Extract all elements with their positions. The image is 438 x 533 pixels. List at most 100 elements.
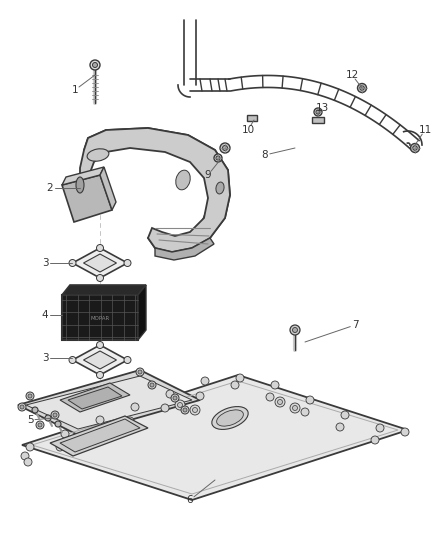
Circle shape <box>214 154 222 162</box>
Ellipse shape <box>76 177 84 193</box>
Text: 9: 9 <box>205 170 211 180</box>
Circle shape <box>413 146 417 150</box>
Circle shape <box>181 406 189 414</box>
Circle shape <box>201 377 209 385</box>
Circle shape <box>38 423 42 427</box>
Ellipse shape <box>216 182 224 194</box>
Circle shape <box>360 86 364 90</box>
Text: 11: 11 <box>418 125 431 135</box>
Polygon shape <box>80 128 230 252</box>
Circle shape <box>316 110 320 114</box>
Circle shape <box>290 325 300 335</box>
Text: 1: 1 <box>72 85 78 95</box>
Circle shape <box>53 413 57 417</box>
Circle shape <box>124 260 131 266</box>
Text: MOPAR: MOPAR <box>90 316 110 320</box>
Circle shape <box>175 400 185 410</box>
Circle shape <box>293 406 297 410</box>
Circle shape <box>136 368 144 376</box>
Circle shape <box>161 404 169 412</box>
Circle shape <box>306 396 314 404</box>
Circle shape <box>56 443 64 451</box>
Circle shape <box>90 60 100 70</box>
Polygon shape <box>84 128 230 252</box>
Ellipse shape <box>212 407 248 430</box>
Circle shape <box>96 274 103 281</box>
Circle shape <box>18 403 26 411</box>
Circle shape <box>69 260 76 266</box>
Polygon shape <box>62 295 138 340</box>
Circle shape <box>45 415 51 421</box>
Polygon shape <box>62 175 112 222</box>
Circle shape <box>336 423 344 431</box>
Circle shape <box>220 143 230 153</box>
Ellipse shape <box>176 170 190 190</box>
Circle shape <box>148 381 156 389</box>
Text: 6: 6 <box>187 495 193 505</box>
Circle shape <box>69 357 76 364</box>
Circle shape <box>301 408 309 416</box>
Circle shape <box>266 393 274 401</box>
Polygon shape <box>60 419 140 452</box>
Text: 3: 3 <box>42 258 48 268</box>
Polygon shape <box>18 370 200 435</box>
Circle shape <box>126 417 134 425</box>
Circle shape <box>371 436 379 444</box>
Polygon shape <box>26 376 192 429</box>
Circle shape <box>196 392 204 400</box>
Circle shape <box>91 430 99 438</box>
Polygon shape <box>62 167 104 185</box>
Polygon shape <box>247 115 257 121</box>
Polygon shape <box>100 167 116 210</box>
Polygon shape <box>60 383 130 412</box>
Circle shape <box>357 84 367 93</box>
Circle shape <box>20 405 24 409</box>
Ellipse shape <box>217 410 244 426</box>
Polygon shape <box>73 345 127 375</box>
Polygon shape <box>155 238 214 260</box>
Polygon shape <box>84 351 117 369</box>
Circle shape <box>92 62 98 68</box>
Polygon shape <box>22 375 408 500</box>
Circle shape <box>216 156 220 160</box>
Circle shape <box>26 392 34 400</box>
Circle shape <box>28 394 32 398</box>
Circle shape <box>231 381 239 389</box>
Circle shape <box>171 394 179 402</box>
Circle shape <box>32 407 38 413</box>
Circle shape <box>96 372 103 378</box>
Polygon shape <box>84 254 117 272</box>
Circle shape <box>223 146 227 150</box>
Text: 2: 2 <box>47 183 53 193</box>
Circle shape <box>190 405 200 415</box>
Circle shape <box>293 327 297 333</box>
Text: 8: 8 <box>261 150 268 160</box>
Text: 13: 13 <box>315 103 328 113</box>
Circle shape <box>271 381 279 389</box>
Polygon shape <box>50 416 148 456</box>
Circle shape <box>61 430 69 438</box>
Circle shape <box>150 383 154 387</box>
Circle shape <box>177 402 183 408</box>
Circle shape <box>341 411 349 419</box>
Circle shape <box>236 374 244 382</box>
Circle shape <box>55 421 61 427</box>
Circle shape <box>166 390 174 398</box>
Circle shape <box>96 342 103 349</box>
Text: 4: 4 <box>42 310 48 320</box>
Circle shape <box>401 428 409 436</box>
Text: 5: 5 <box>27 415 33 425</box>
Circle shape <box>26 443 34 451</box>
Circle shape <box>173 396 177 400</box>
Ellipse shape <box>87 149 109 161</box>
Text: 12: 12 <box>346 70 359 80</box>
Polygon shape <box>138 285 146 340</box>
Circle shape <box>376 424 384 432</box>
Circle shape <box>96 245 103 252</box>
Circle shape <box>21 452 29 460</box>
Circle shape <box>278 400 283 405</box>
Text: 3: 3 <box>42 353 48 363</box>
Polygon shape <box>62 285 146 295</box>
Circle shape <box>36 421 44 429</box>
Text: 10: 10 <box>241 125 254 135</box>
